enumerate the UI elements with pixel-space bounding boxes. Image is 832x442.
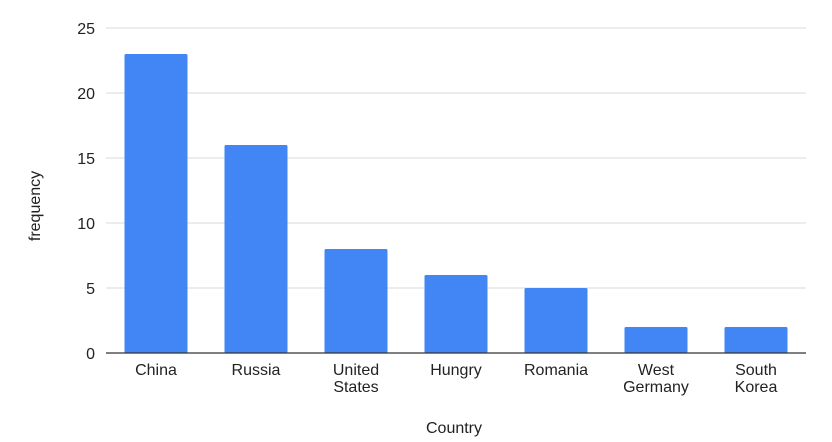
y-tick-label: 25 [77,21,95,38]
bar-hungry [424,275,488,353]
bar-united-states [324,249,388,353]
x-tick-label: Hungry [430,362,482,379]
y-axis-title: frequency [27,171,44,241]
y-tick-label: 0 [86,346,95,363]
y-tick-label: 20 [77,86,95,103]
x-tick-label: South Korea [735,362,778,396]
x-tick-label: Romania [524,362,588,379]
y-tick-label: 15 [77,151,95,168]
y-tick-label: 5 [86,281,95,298]
x-tick-label: United States [333,362,379,396]
bar-russia [224,145,288,353]
bar-west-germany [624,327,688,353]
x-tick-label: China [135,362,177,379]
bar-south-korea [724,327,788,353]
x-axis-title: Country [426,420,482,437]
bars [124,54,788,353]
grid-lines [106,27,806,289]
x-tick-label: West Germany [623,362,689,396]
bar-china [124,54,188,353]
x-tick-label: Russia [232,362,281,379]
bar-romania [524,288,588,353]
x-tick-labels: China Russia United States Hungry Romania West… [135,362,777,396]
y-tick-label: 10 [77,216,95,233]
y-tick-labels: 0 5 10 15 20 25 [77,21,95,363]
